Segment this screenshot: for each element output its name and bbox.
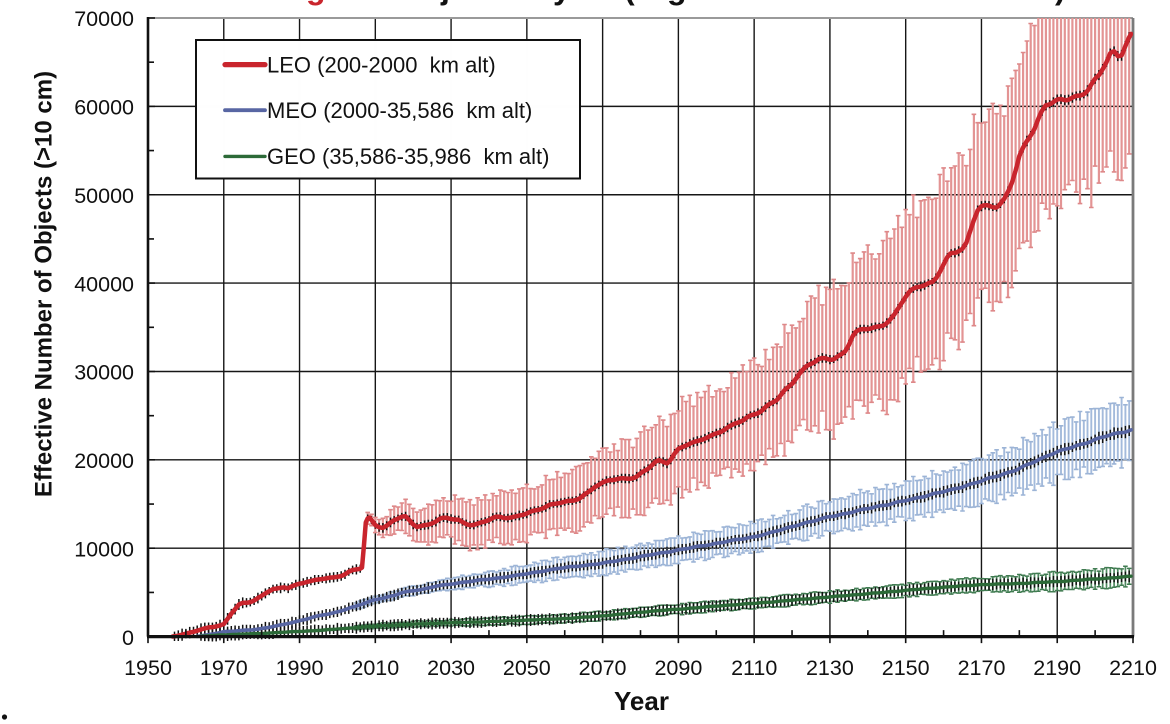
svg-text:g: g xyxy=(306,0,326,6)
svg-text:2190: 2190 xyxy=(1033,656,1081,680)
svg-text:30000: 30000 xyxy=(74,361,134,385)
svg-text:): ) xyxy=(1055,0,1066,6)
svg-text:50000: 50000 xyxy=(74,184,134,208)
svg-text:20000: 20000 xyxy=(74,449,134,473)
svg-text:(: ( xyxy=(624,0,635,6)
svg-text:2150: 2150 xyxy=(882,656,930,680)
svg-text:2070: 2070 xyxy=(579,656,627,680)
svg-text:LEO (200-2000 km alt): LEO (200-2000 km alt) xyxy=(267,52,496,77)
svg-text:2210: 2210 xyxy=(1109,656,1157,680)
svg-text:Year: Year xyxy=(614,686,669,716)
svg-text:Effective Number of Objects (>: Effective Number of Objects (>10 cm) xyxy=(31,71,58,497)
svg-text:1990: 1990 xyxy=(276,656,324,680)
svg-text:g: g xyxy=(667,0,687,6)
svg-text:1950: 1950 xyxy=(124,656,172,680)
svg-text:2130: 2130 xyxy=(806,656,854,680)
svg-text:2050: 2050 xyxy=(503,656,551,680)
svg-text:MEO (2000-35,586 km alt): MEO (2000-35,586 km alt) xyxy=(267,98,532,123)
svg-text:0: 0 xyxy=(122,626,134,650)
svg-text:j: j xyxy=(440,0,450,6)
svg-text:y: y xyxy=(553,0,571,6)
svg-text:2010: 2010 xyxy=(351,656,399,680)
svg-text:70000: 70000 xyxy=(74,7,134,31)
svg-text:2090: 2090 xyxy=(654,656,702,680)
svg-text:60000: 60000 xyxy=(74,96,134,120)
svg-text:1970: 1970 xyxy=(200,656,248,680)
svg-text:2170: 2170 xyxy=(958,656,1006,680)
svg-text:2110: 2110 xyxy=(731,656,777,680)
svg-text:10000: 10000 xyxy=(74,537,134,561)
svg-text:2030: 2030 xyxy=(427,656,475,680)
svg-text:40000: 40000 xyxy=(74,272,134,296)
svg-text:GEO (35,586-35,986 km alt): GEO (35,586-35,986 km alt) xyxy=(267,144,549,169)
